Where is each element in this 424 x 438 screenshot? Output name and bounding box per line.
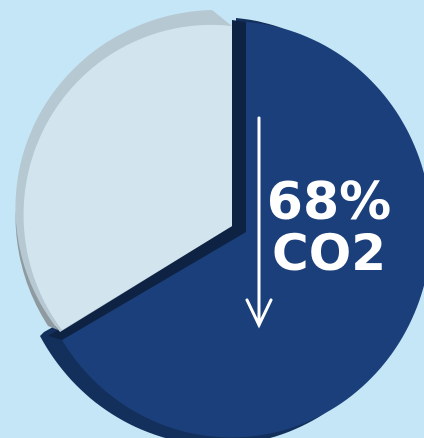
pie-slice-68 <box>62 22 424 438</box>
pie-slice-68-shadow <box>48 20 246 340</box>
co2-label: CO2 <box>272 224 386 282</box>
arrow-down-icon <box>245 116 273 329</box>
pie-slice-32-rim <box>15 10 212 330</box>
pie-slice-32 <box>23 24 233 330</box>
percent-label: 68% <box>267 172 391 232</box>
